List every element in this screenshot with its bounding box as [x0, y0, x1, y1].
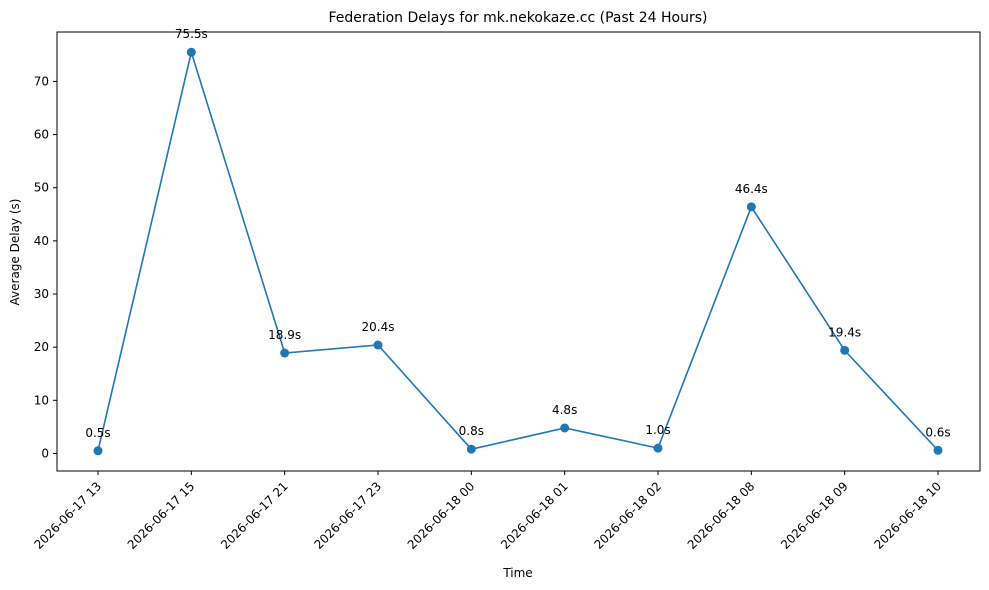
chart-title: Federation Delays for mk.nekokaze.cc (Pa…	[329, 10, 708, 26]
data-label: 18.9s	[268, 328, 301, 342]
y-tick-label: 50	[34, 181, 49, 195]
data-label: 0.5s	[85, 426, 110, 440]
y-axis-label: Average Delay (s)	[8, 199, 22, 306]
data-label: 4.8s	[552, 403, 577, 417]
data-point	[93, 446, 103, 456]
y-tick-label: 60	[34, 128, 49, 142]
y-tick-label: 10	[34, 393, 49, 407]
y-tick-label: 0	[41, 446, 49, 460]
data-label: 1.0s	[645, 423, 670, 437]
data-point	[933, 445, 943, 455]
y-tick-label: 70	[34, 74, 49, 88]
data-point	[840, 345, 850, 355]
data-point	[186, 47, 196, 57]
data-label: 75.5s	[175, 27, 208, 41]
data-point	[746, 202, 756, 212]
x-axis-label: Time	[502, 566, 532, 580]
data-point	[653, 443, 663, 453]
y-tick-label: 40	[34, 234, 49, 248]
data-point	[560, 423, 570, 433]
data-point	[373, 340, 383, 350]
data-label: 0.8s	[459, 424, 484, 438]
data-point	[466, 444, 476, 454]
data-label: 20.4s	[362, 320, 395, 334]
y-tick-label: 30	[34, 287, 49, 301]
series-line	[97, 49, 939, 451]
plot-frame	[56, 31, 981, 472]
data-label: 46.4s	[735, 182, 768, 196]
data-point	[280, 348, 290, 358]
data-label: 0.6s	[925, 425, 950, 439]
data-label: 19.4s	[828, 325, 861, 339]
y-tick-label: 20	[34, 340, 49, 354]
